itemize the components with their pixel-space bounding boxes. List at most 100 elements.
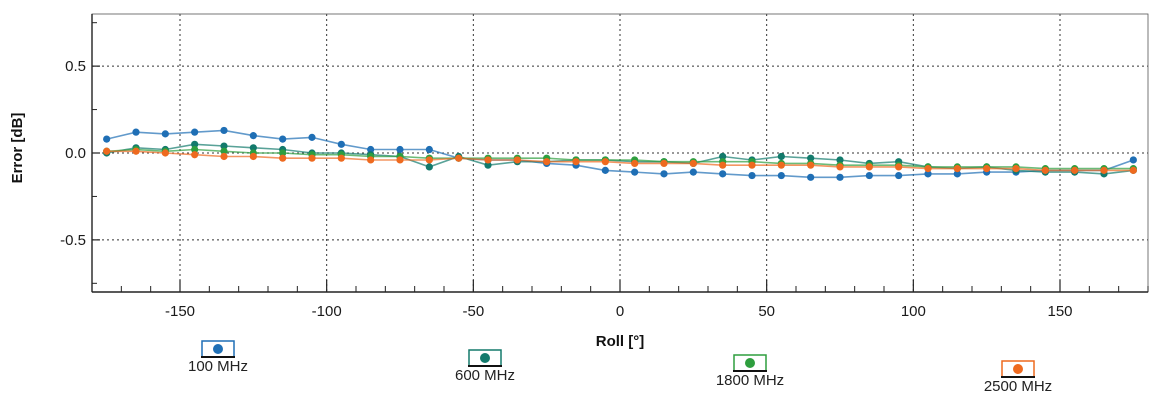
data-point-2500-mhz — [161, 149, 169, 157]
data-point-2500-mhz — [689, 159, 697, 168]
data-point-100-mhz — [1129, 156, 1137, 164]
data-point-100-mhz — [660, 170, 668, 178]
data-point-100-mhz — [719, 170, 727, 178]
x-tick-label: -150 — [165, 303, 195, 320]
data-point-100-mhz — [601, 166, 609, 174]
y-axis-label: Error [dB] — [9, 113, 26, 184]
data-point-2500-mhz — [513, 156, 521, 164]
data-point-1800-mhz — [191, 145, 199, 154]
legend-marker-100-mhz — [213, 344, 223, 354]
data-point-2500-mhz — [132, 147, 140, 155]
data-point-100-mhz — [836, 173, 844, 181]
data-point-100-mhz — [279, 135, 287, 143]
data-point-2500-mhz — [1129, 166, 1137, 174]
data-point-600-mhz — [719, 152, 727, 161]
data-point-100-mhz — [425, 145, 433, 154]
data-point-100-mhz — [807, 173, 815, 181]
data-point-2500-mhz — [191, 151, 199, 159]
data-point-2500-mhz — [1100, 166, 1108, 174]
series-line-100-mhz — [106, 129, 1134, 179]
x-tick-label: 100 — [901, 303, 926, 320]
legend-label-600-mhz: 600 MHz — [455, 367, 515, 384]
series-line-1800-mhz — [106, 148, 1134, 170]
data-point-100-mhz — [777, 171, 785, 180]
legend-label-100-mhz: 100 MHz — [188, 358, 248, 375]
data-point-2500-mhz — [425, 156, 433, 164]
data-point-2500-mhz — [895, 163, 903, 171]
data-point-2500-mhz — [572, 158, 580, 166]
x-tick-label: -100 — [312, 303, 342, 320]
data-point-600-mhz — [777, 152, 785, 161]
series-line-2500-mhz — [106, 150, 1134, 172]
y-tick-label: 0.0 — [65, 145, 86, 162]
data-point-600-mhz — [807, 154, 815, 162]
data-point-600-mhz — [191, 140, 199, 148]
data-point-2500-mhz — [865, 163, 873, 171]
data-point-600-mhz — [425, 163, 433, 171]
data-point-2500-mhz — [220, 152, 228, 161]
data-point-2500-mhz — [719, 161, 727, 169]
legend-label-2500-mhz: 2500 MHz — [984, 378, 1052, 395]
y-axis: 0.5 0.0 -0.5 — [60, 22, 100, 284]
data-point-1800-mhz — [220, 147, 228, 155]
series-layer — [103, 126, 1137, 181]
data-point-100-mhz — [337, 140, 345, 148]
x-tick-label: -50 — [462, 303, 484, 320]
data-point-100-mhz — [308, 133, 316, 141]
legend-marker-2500-mhz — [1013, 364, 1023, 374]
data-point-2500-mhz — [807, 161, 815, 169]
data-point-100-mhz — [220, 126, 228, 135]
data-point-1800-mhz — [279, 149, 287, 157]
data-point-100-mhz — [396, 145, 404, 154]
legend-label-1800-mhz: 1800 MHz — [716, 372, 784, 389]
data-point-100-mhz — [689, 168, 697, 176]
data-point-2500-mhz — [308, 154, 316, 162]
data-point-100-mhz — [103, 135, 111, 143]
x-axis-label: Roll [°] — [596, 333, 645, 350]
data-point-2500-mhz — [396, 156, 404, 164]
y-tick-label: -0.5 — [60, 232, 86, 249]
data-point-100-mhz — [953, 170, 961, 178]
x-tick-label: 50 — [758, 303, 775, 320]
data-point-100-mhz — [132, 128, 140, 136]
data-point-2500-mhz — [484, 156, 492, 164]
y-tick-label: 0.5 — [65, 58, 86, 75]
data-point-2500-mhz — [1041, 166, 1049, 174]
data-point-2500-mhz — [777, 161, 785, 169]
data-point-2500-mhz — [543, 158, 551, 166]
data-point-100-mhz — [191, 128, 199, 136]
data-point-2500-mhz — [249, 152, 257, 161]
data-point-2500-mhz — [1071, 166, 1079, 174]
data-point-2500-mhz — [836, 163, 844, 171]
data-point-100-mhz — [631, 168, 639, 176]
data-point-600-mhz — [836, 156, 844, 164]
x-tick-label: 150 — [1047, 303, 1072, 320]
data-point-100-mhz — [924, 170, 932, 178]
data-point-2500-mhz — [631, 159, 639, 168]
data-point-100-mhz — [865, 171, 873, 180]
legend-marker-1800-mhz — [745, 358, 755, 368]
data-point-600-mhz — [249, 144, 257, 152]
data-point-2500-mhz — [279, 154, 287, 162]
data-point-600-mhz — [484, 161, 492, 169]
data-point-2500-mhz — [748, 161, 756, 169]
x-axis: -150 -100 -50 0 50 100 150 — [91, 280, 1149, 320]
x-tick-label: 0 — [616, 303, 624, 320]
data-point-100-mhz — [249, 132, 257, 140]
data-point-2500-mhz — [455, 154, 463, 162]
legend-marker-600-mhz — [480, 353, 490, 363]
data-point-2500-mhz — [924, 165, 932, 173]
data-point-2500-mhz — [601, 158, 609, 166]
data-point-100-mhz — [161, 130, 169, 138]
data-point-2500-mhz — [337, 154, 345, 162]
data-point-100-mhz — [895, 171, 903, 180]
data-point-600-mhz — [220, 142, 228, 150]
data-point-2500-mhz — [1012, 165, 1020, 173]
data-point-100-mhz — [367, 145, 375, 154]
data-point-2500-mhz — [103, 147, 111, 155]
legend: 100 MHz 600 MHz 1800 MHz 2500 MHz — [188, 340, 1052, 395]
data-point-2500-mhz — [983, 165, 991, 173]
data-point-2500-mhz — [367, 156, 375, 164]
